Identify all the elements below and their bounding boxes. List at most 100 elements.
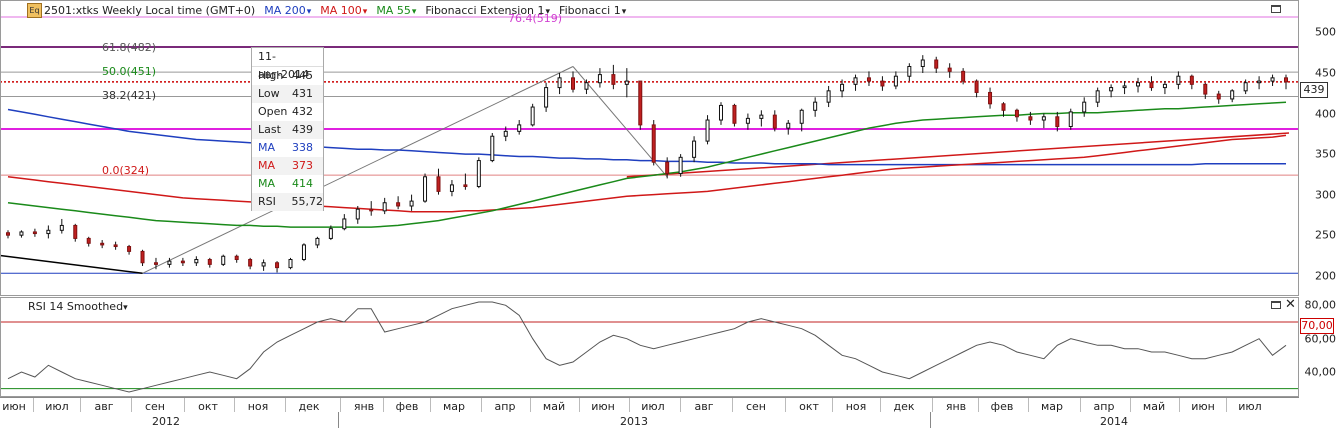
candle-body [893,75,898,87]
candle [180,257,185,266]
candle [1243,79,1248,95]
month-label: июн [2,400,26,413]
candle-body [718,104,723,121]
month-tick [680,398,681,412]
candle [799,108,804,132]
data-window-key: Last [258,123,281,136]
candle-body [571,77,576,90]
month-label: ноя [845,400,867,413]
candle [207,257,212,268]
candle [261,259,266,271]
candle-body [1055,116,1060,128]
candle-body [503,130,508,137]
month-tick [1080,398,1081,412]
legend-ma55[interactable]: MA 55▾ [376,4,416,17]
rsi-title[interactable]: RSI 14 Smoothed▾ [28,300,128,313]
month-label: июл [45,400,69,413]
time-axis[interactable]: июн июл авг сен окт ноя дек янв фев мар апр май июн и… [0,397,1299,428]
price-axis[interactable]: 500 450 400 350 300 250 200 [1299,0,1340,296]
candle-body [180,260,185,264]
candle-body [786,122,791,129]
legend-ma55-label: MA 55 [376,3,411,17]
candle [1068,108,1073,130]
candle-body [113,244,118,248]
rsi-axis[interactable]: 80,00 60,00 40,00 [1299,297,1340,397]
candle [100,240,105,249]
rsi-pane[interactable]: RSI 14 Smoothed▾ ✕ [0,297,1299,397]
candle [1001,102,1006,117]
candle [893,71,898,90]
candle-body [692,140,697,158]
candle [140,249,145,266]
chevron-down-icon[interactable]: ▾ [411,6,417,17]
data-window-rows: High 445 Low 431 Open 432 Last 439 MA 338 MA 373 MA 4… [252,67,323,211]
data-window-value: 439 [292,123,313,136]
candle-body [59,224,64,231]
candle-body [46,229,51,235]
month-label: апр [1093,400,1115,413]
month-label: июл [1238,400,1262,413]
price-chart[interactable] [0,0,1299,296]
trend-line-black [0,254,143,275]
month-label: окт [799,400,819,413]
candle-body [1230,90,1235,100]
candle [1014,108,1019,122]
candle-body [1001,103,1006,111]
candle-body [423,176,428,202]
trend-line-red [626,132,1290,178]
candle-body [1284,77,1288,83]
legend-fibext-label: Fibonacci Extension 1 [425,3,545,17]
chevron-down-icon[interactable]: ▾ [545,6,551,17]
legend-ma200-label: MA 200 [264,3,306,17]
month-label: дек [298,400,320,413]
legend-fib-extension[interactable]: Fibonacci Extension 1▾ [425,4,550,17]
candle [1162,81,1167,95]
legend-ma100[interactable]: MA 100▾ [320,4,367,17]
chevron-down-icon[interactable]: ▾ [123,303,128,313]
chevron-down-icon[interactable]: ▾ [621,6,627,17]
candle [557,72,562,95]
candle-body [355,208,360,220]
candle [248,257,253,270]
candle-body [463,184,468,188]
candle-body [1243,82,1248,92]
month-tick [33,398,34,412]
symbol-label[interactable]: 2501:xtks Weekly Local time (GMT+0) [44,3,256,17]
price-pane[interactable]: Eq 2501:xtks Weekly Local time (GMT+0) M… [0,0,1299,296]
candle-body [597,74,602,84]
candle [436,168,441,195]
data-window-key: MA [258,159,276,172]
candle-body [853,77,858,85]
candle [86,236,91,247]
legend-ma200[interactable]: MA 200▾ [264,4,311,17]
candle [1257,76,1262,90]
legend-fibonacci[interactable]: Fibonacci 1▾ [559,4,626,17]
equity-icon[interactable]: Eq [27,2,42,18]
last-price-tag: 439 [1300,82,1328,98]
ma200-line [7,108,1286,166]
chevron-down-icon[interactable]: ▾ [362,6,368,17]
data-window-key: Low [258,87,280,100]
candle [396,196,401,210]
maximize-pane-icon[interactable] [1271,301,1281,309]
candle-body [369,208,374,212]
candle-body [127,246,132,252]
candle [194,256,199,266]
data-window-key: High [258,69,284,82]
candle-body [207,259,212,265]
candle-body [490,135,495,162]
candle [1109,84,1114,98]
candle [288,257,293,270]
data-window-row: Open 432 [252,103,323,121]
candle [840,79,845,98]
data-window-key: Open [258,105,288,118]
candle-body [315,237,320,246]
close-pane-icon[interactable]: ✕ [1285,297,1296,312]
chevron-down-icon[interactable]: ▾ [306,6,312,17]
year-label: 2014 [1100,415,1128,428]
rsi-chart[interactable] [0,297,1299,397]
maximize-pane-icon[interactable] [1271,5,1281,13]
candle [530,103,535,127]
candle [718,102,723,125]
candle-body [1122,85,1127,89]
